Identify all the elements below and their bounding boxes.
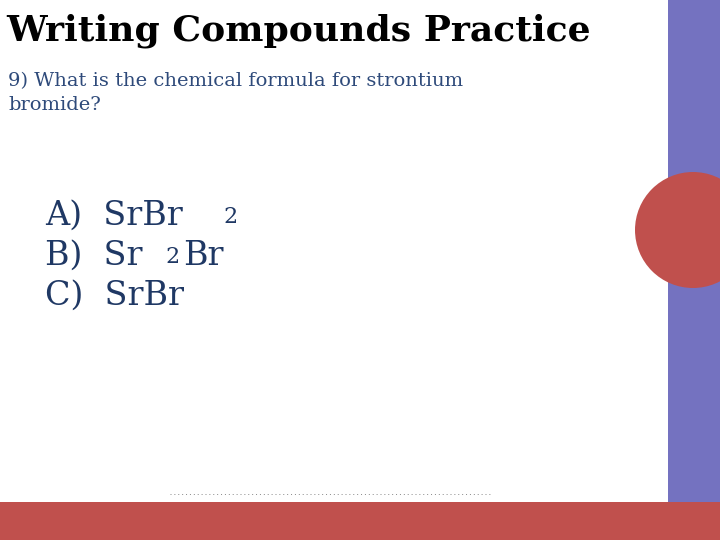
Text: 9) What is the chemical formula for strontium: 9) What is the chemical formula for stro… bbox=[8, 72, 463, 90]
Text: Br: Br bbox=[183, 240, 223, 272]
Text: C)  SrBr: C) SrBr bbox=[45, 280, 184, 312]
Circle shape bbox=[635, 172, 720, 288]
Text: bromide?: bromide? bbox=[8, 96, 101, 114]
Text: 2: 2 bbox=[165, 246, 179, 268]
Text: 2: 2 bbox=[223, 206, 237, 228]
Text: B)  Sr: B) Sr bbox=[45, 240, 143, 272]
Bar bbox=[0, 502, 720, 540]
Text: Writing Compounds Practice: Writing Compounds Practice bbox=[6, 14, 590, 49]
Bar bbox=[668, 0, 720, 502]
Text: A)  SrBr: A) SrBr bbox=[45, 200, 183, 232]
